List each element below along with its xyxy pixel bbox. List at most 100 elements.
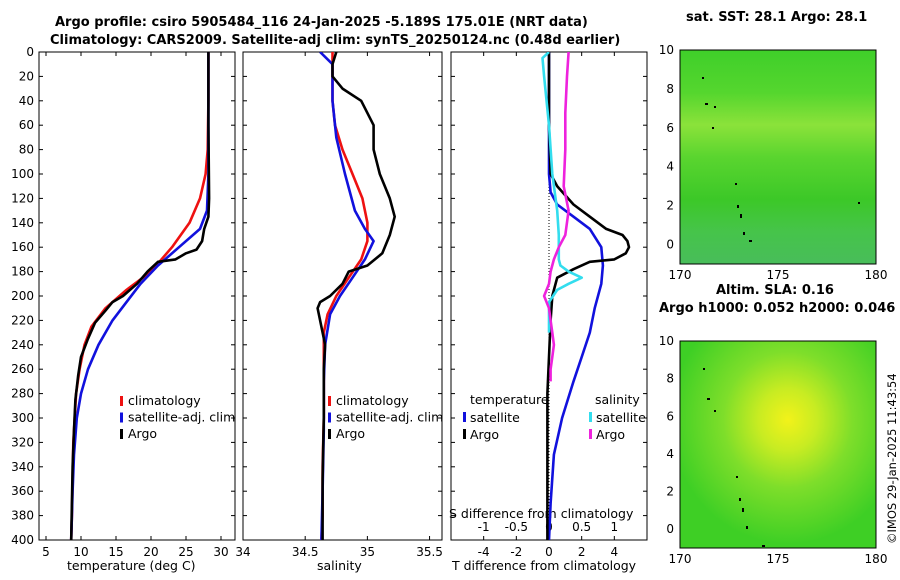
legend-label-climatology: climatology	[336, 393, 409, 408]
chart-title-line2: Climatology: CARS2009. Satellite-adj cli…	[50, 33, 621, 48]
island-outlines	[702, 77, 860, 547]
difference-series-t-satellite	[547, 52, 605, 540]
depth-tick-label: 100	[11, 167, 34, 181]
difference-top-tick-label: -0.5	[505, 520, 528, 534]
depth-tick-label: 360	[11, 484, 34, 498]
sla-map-field	[680, 341, 876, 548]
sla-map-title-line2: Argo h1000: 0.052 h2000: 0.046	[659, 301, 896, 316]
depth-tick-label: 80	[19, 143, 34, 157]
sst-map-ytick-label: 8	[666, 82, 674, 96]
sla-map-ytick-label: 4	[666, 447, 674, 461]
legend-label-climatology: climatology	[128, 393, 201, 408]
legend-s-argo-label: Argo	[596, 427, 625, 442]
legend-label-argo: Argo	[336, 426, 365, 441]
difference-xlabel-top: S difference from climatology	[449, 506, 634, 521]
salinity-xtick-label: 35	[360, 545, 375, 559]
difference-xtick-label: -2	[510, 545, 522, 559]
legend-salinity-title: salinity	[595, 392, 640, 407]
sst-map-title: sat. SST: 28.1 Argo: 28.1	[686, 10, 868, 25]
temperature-xtick-label: 5	[42, 545, 50, 559]
depth-tick-label: 280	[11, 387, 34, 401]
sla-map-frame	[679, 340, 877, 549]
depth-tick-label: 60	[19, 118, 34, 132]
salinity-xtick-label: 34	[235, 545, 250, 559]
difference-series-s-argo	[542, 52, 570, 382]
sst-map-xtick-label: 180	[865, 268, 888, 282]
temperature-xtick-label: 15	[108, 545, 123, 559]
sst-map-ytick-label: 4	[666, 160, 674, 174]
sla-map-ytick-label: 10	[659, 334, 674, 348]
legend-s-argo-marker	[589, 429, 592, 439]
depth-tick-label: 260	[11, 362, 34, 376]
difference-top-tick-label: 1	[611, 520, 619, 534]
salinity-xtick-label: 34.5	[292, 545, 319, 559]
sla-map-xtick-label: 180	[865, 552, 888, 566]
sst-map-ytick-label: 6	[666, 121, 674, 135]
difference-xtick-label: 2	[578, 545, 586, 559]
legend-s-satellite-label: satellite	[596, 410, 646, 425]
salinity-xlabel: salinity	[317, 558, 362, 573]
difference-xtick-label: 4	[611, 545, 619, 559]
temperature-series-argo	[69, 52, 211, 540]
difference-series-t-argo	[546, 52, 631, 540]
legend-marker-satellite-adj-clim	[328, 412, 331, 423]
salinity-xtick-label: 35.5	[416, 545, 443, 559]
legend-t-satellite-label: satellite	[470, 410, 520, 425]
sst-map-ytick-label: 10	[659, 43, 674, 57]
depth-tick-label: 240	[11, 338, 34, 352]
difference-top-tick-label: 0.5	[572, 520, 591, 534]
sla-map-xtick-label: 170	[669, 552, 692, 566]
depth-tick-label: 180	[11, 265, 34, 279]
depth-tick-label: 140	[11, 216, 34, 230]
difference-series-s-satellite	[541, 52, 584, 333]
sst-map-ytick-label: 0	[666, 238, 674, 252]
sla-map-ytick-label: 8	[666, 372, 674, 386]
sla-map-title-line1: Altim. SLA: 0.16	[716, 283, 834, 298]
sst-map-xtick-label: 175	[767, 268, 790, 282]
depth-tick-label: 320	[11, 435, 34, 449]
sst-map-frame	[679, 49, 877, 265]
sla-map-ytick-label: 0	[666, 522, 674, 536]
depth-tick-label: 400	[11, 533, 34, 547]
depth-tick-label: 0	[26, 45, 34, 59]
sst-map-ytick-label: 2	[666, 199, 674, 213]
legend-marker-climatology	[328, 396, 331, 406]
sla-map-ytick-label: 2	[666, 485, 674, 499]
difference-xlabel: T difference from climatology	[452, 558, 637, 573]
temperature-series-climatology	[69, 52, 210, 540]
temperature-xtick-label: 30	[213, 545, 228, 559]
legend-s-satellite-marker	[589, 412, 592, 422]
salinity-panel-frame	[242, 51, 443, 541]
depth-tick-label: 20	[19, 69, 34, 83]
temperature-xtick-label: 10	[73, 545, 88, 559]
difference-top-tick-label: -1	[478, 520, 490, 534]
temperature-xtick-label: 25	[178, 545, 193, 559]
legend-label-satellite-adj-clim: satellite-adj. clim	[336, 410, 443, 425]
legend-marker-satellite-adj-clim	[120, 412, 123, 423]
difference-xtick-label: 0	[545, 545, 553, 559]
depth-tick-label: 160	[11, 240, 34, 254]
depth-tick-label: 220	[11, 313, 34, 327]
legend-t-argo-label: Argo	[470, 427, 499, 442]
legend-marker-climatology	[120, 396, 123, 406]
difference-xtick-label: -4	[478, 545, 490, 559]
depth-tick-label: 380	[11, 509, 34, 523]
temperature-panel-frame	[38, 51, 236, 541]
depth-tick-label: 200	[11, 289, 34, 303]
temperature-series-satellite-adj-clim	[69, 52, 210, 540]
legend-marker-argo	[120, 429, 123, 439]
legend-temperature-title: temperature	[470, 392, 549, 407]
sla-map-xtick-label: 175	[767, 552, 790, 566]
legend-label-argo: Argo	[128, 426, 157, 441]
salinity-series-argo	[316, 52, 397, 540]
legend-label-satellite-adj-clim: satellite-adj. clim	[128, 410, 235, 425]
depth-tick-label: 340	[11, 460, 34, 474]
depth-tick-label: 40	[19, 94, 34, 108]
legend-t-satellite-marker	[463, 412, 466, 422]
depth-tick-label: 120	[11, 191, 34, 205]
sla-map-ytick-label: 6	[666, 409, 674, 423]
legend-marker-argo	[328, 429, 331, 439]
chart-title-line1: Argo profile: csiro 5905484_116 24-Jan-2…	[55, 15, 588, 30]
sst-map-xtick-label: 170	[669, 268, 692, 282]
